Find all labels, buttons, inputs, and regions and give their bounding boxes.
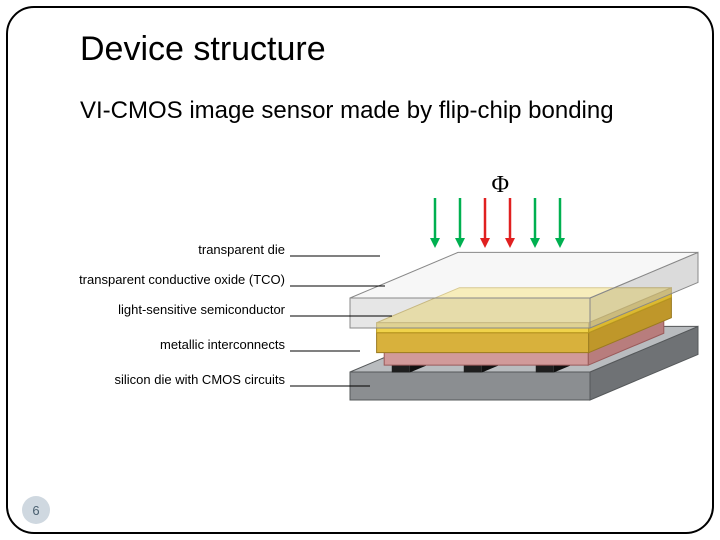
device-structure-diagram: Φ transparent die transparent conductive … — [20, 170, 700, 490]
flux-arrowhead-3 — [505, 238, 515, 248]
transparent-die-front — [350, 298, 590, 328]
layer-label-3: metallic interconnects — [160, 337, 285, 352]
semiconductor-front — [377, 333, 589, 353]
page-title: Device structure — [80, 30, 326, 69]
silicon-die-front — [350, 372, 590, 400]
flux-arrowhead-2 — [480, 238, 490, 248]
layer-label-4: silicon die with CMOS circuits — [115, 372, 286, 387]
layer-label-0: transparent die — [198, 242, 285, 257]
flux-arrowhead-0 — [430, 238, 440, 248]
diagram-svg — [20, 170, 700, 490]
page-subtitle: VI-CMOS image sensor made by flip-chip b… — [80, 96, 680, 126]
layer-label-1: transparent conductive oxide (TCO) — [79, 272, 285, 287]
interconnect-pad-front — [384, 351, 588, 365]
phi-symbol: Φ — [492, 172, 510, 199]
page-number-badge: 6 — [22, 496, 50, 524]
flux-arrowhead-1 — [455, 238, 465, 248]
layer-label-2: light-sensitive semiconductor — [118, 302, 285, 317]
flux-arrowhead-4 — [530, 238, 540, 248]
flux-arrowhead-5 — [555, 238, 565, 248]
